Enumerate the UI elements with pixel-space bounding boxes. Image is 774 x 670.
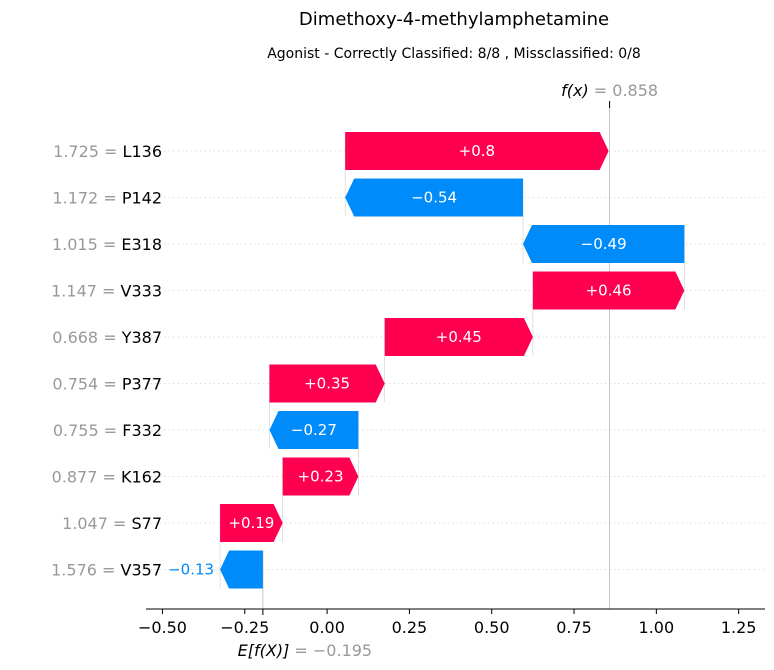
feature-label-v333: 1.147 = V333: [51, 282, 162, 301]
x-tick-label: 0.50: [474, 618, 510, 637]
base-value-label: E[f(X)] = −0.195: [238, 609, 372, 660]
bar-l136: [345, 132, 609, 170]
bar-label-p377: +0.35: [304, 375, 350, 393]
chart-title: Dimethoxy-4-methylamphetamine: [299, 9, 609, 30]
output-value-label: f(x) = 0.858: [561, 81, 658, 100]
bars: +0.8 −0.54 −0.49 +0.46 +0.45 +0.35 −0.27 +0.23 +…: [168, 132, 685, 589]
x-tick-label: 0.00: [309, 618, 345, 637]
base-value-text: E[f(X)] = −0.195: [238, 641, 372, 660]
bar-label-v333: +0.46: [586, 282, 632, 300]
bar-label-e318: −0.49: [581, 235, 627, 253]
bar-p377: [269, 364, 385, 403]
chart-subtitle: Agonist - Correctly Classified: 8/8 , Mi…: [267, 46, 641, 62]
x-tick-label: −0.50: [138, 618, 187, 637]
feature-label-v357: 1.576 = V357: [51, 561, 162, 580]
bar-label-f332: −0.27: [291, 421, 337, 439]
feature-label-l136: 1.725 = L136: [53, 142, 162, 161]
x-tick-label: 1.25: [721, 618, 757, 637]
bar-v357: [220, 550, 263, 589]
bar-label-v357: −0.13: [168, 561, 214, 579]
bar-s77: [220, 504, 283, 542]
feature-label-k162: 0.877 = K162: [52, 468, 162, 487]
x-tick-label: 0.25: [392, 618, 428, 637]
bar-e318: [522, 225, 685, 263]
x-axis: −0.50 −0.25 0.00 0.25 0.50 0.75 1.00 1.25: [138, 608, 765, 637]
feature-labels: 1.725 = L136 1.172 = P142 1.015 = E318 1.14…: [51, 142, 162, 580]
bar-label-y387: +0.45: [436, 328, 482, 346]
x-tick-label: 0.75: [556, 618, 592, 637]
bar-v333: [532, 271, 685, 310]
bar-label-l136: +0.8: [459, 142, 495, 160]
bar-p142: [345, 178, 523, 217]
x-tick-label: 1.00: [639, 618, 675, 637]
feature-label-e318: 1.015 = E318: [52, 235, 162, 254]
bar-label-p142: −0.54: [411, 189, 457, 207]
feature-label-f332: 0.755 = F332: [53, 421, 162, 440]
bar-y387: [384, 318, 533, 356]
bar-f332: [269, 411, 359, 449]
x-tick-label: −0.25: [220, 618, 269, 637]
feature-label-p377: 0.754 = P377: [52, 375, 162, 394]
feature-label-y387: 0.668 = Y387: [52, 328, 162, 347]
bar-label-k162: +0.23: [298, 468, 344, 486]
bar-label-s77: +0.19: [228, 514, 274, 532]
bar-k162: [282, 457, 359, 496]
feature-label-p142: 1.172 = P142: [52, 189, 162, 208]
output-marker: f(x) = 0.858: [561, 81, 658, 108]
feature-label-s77: 1.047 = S77: [62, 514, 162, 533]
